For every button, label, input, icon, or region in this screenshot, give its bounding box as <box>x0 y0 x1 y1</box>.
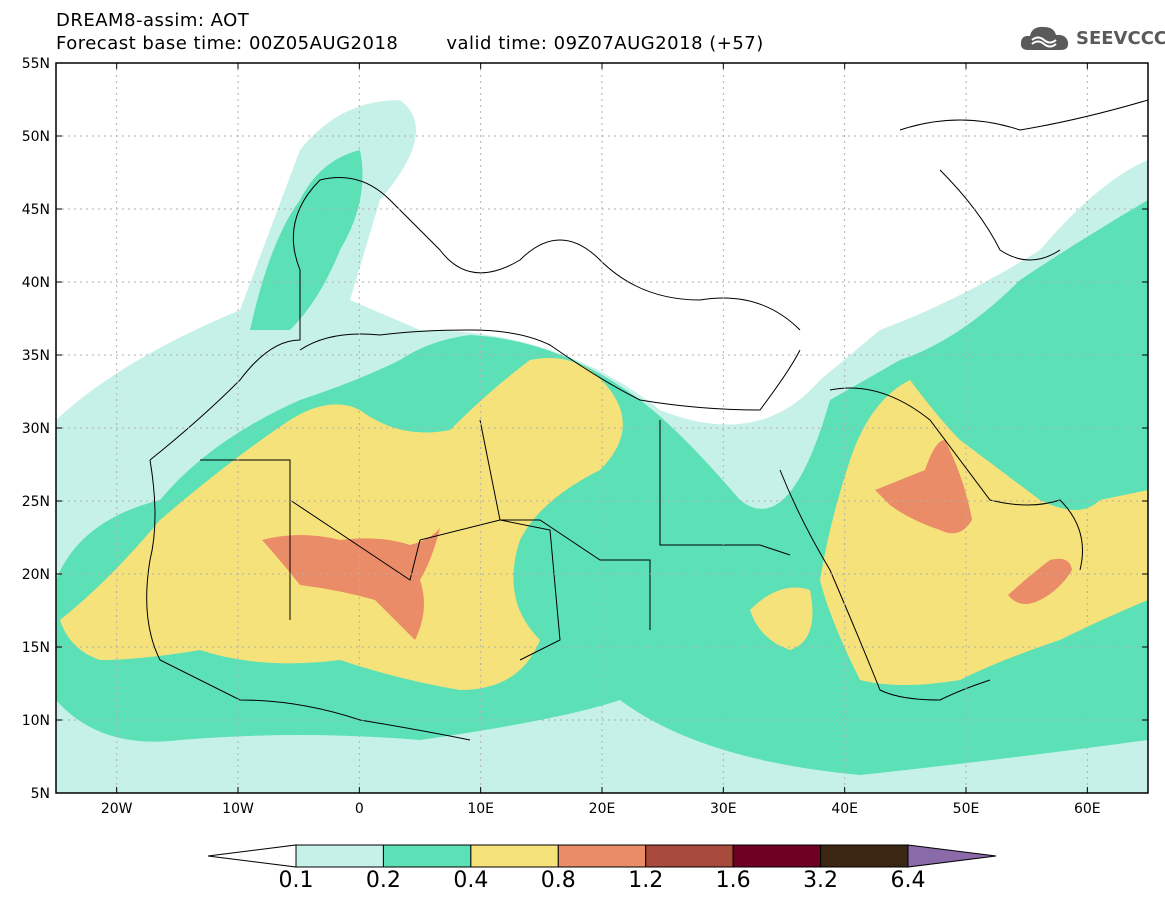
colorbar <box>207 844 997 868</box>
longitude-labels: 20W 10W 0 10E 20E 30E 40E 50E 60E <box>101 801 1101 817</box>
axis-ticks <box>56 62 1148 794</box>
aot-contour-0.8-arabia <box>875 440 972 534</box>
colorbar-segment <box>382 844 472 868</box>
logo-text: SEEVCCC <box>1076 28 1165 49</box>
colorbar-label: 1.2 <box>628 868 664 893</box>
colorbar-segment <box>732 844 822 868</box>
colorbar-label: 3.2 <box>803 868 839 893</box>
colorbar-label: 1.6 <box>715 868 751 893</box>
aot-contour-0.2-iberia <box>250 150 363 330</box>
lat-label: 25N <box>22 494 50 510</box>
colorbar-over-arrow <box>907 844 997 868</box>
aot-contour-0.8-sahara <box>262 528 440 640</box>
lon-label: 30E <box>710 801 737 817</box>
lat-label: 50N <box>22 129 50 145</box>
colorbar-segment <box>295 844 384 868</box>
colorbar-label: 0.4 <box>453 868 489 893</box>
map-title: DREAM8-assim: AOT <box>56 10 250 31</box>
forecast-base-time: Forecast base time: 00Z05AUG2018 <box>56 33 399 54</box>
aot-contour-0.8-oman <box>1008 558 1072 604</box>
valid-time: valid time: 09Z07AUG2018 (+57) <box>446 33 764 54</box>
lat-label: 35N <box>22 348 50 364</box>
lon-label: 40E <box>831 801 858 817</box>
lon-label: 20W <box>101 801 133 817</box>
seevccc-logo: SEEVCCC <box>1018 22 1165 56</box>
lon-label: 10W <box>222 801 254 817</box>
lon-label: 10E <box>467 801 494 817</box>
lat-label: 5N <box>31 786 50 802</box>
coastlines <box>146 99 1148 741</box>
aot-contour-0.4-sudan <box>750 587 813 650</box>
lon-label: 0 <box>355 801 364 817</box>
colorbar-label: 0.2 <box>365 868 401 893</box>
colorbar-segment <box>557 844 647 868</box>
aot-contour-0.4-arabia <box>820 380 1148 685</box>
lat-label: 45N <box>22 202 50 218</box>
colorbar-segment <box>820 844 909 868</box>
lat-label: 55N <box>22 56 50 72</box>
colorbar-under-arrow <box>207 844 297 868</box>
lon-label: 20E <box>589 801 616 817</box>
lat-label: 15N <box>22 640 50 656</box>
lat-label: 20N <box>22 567 50 583</box>
latitude-labels: 5N 10N 15N 20N 25N 30N 35N 40N 45N 50N 55N <box>22 56 50 802</box>
grid-lines <box>56 63 1148 793</box>
colorbar-label: 0.8 <box>540 868 576 893</box>
lat-label: 30N <box>22 421 50 437</box>
aot-contour-0.4 <box>60 358 623 690</box>
cloud-icon <box>1020 26 1069 50</box>
colorbar-segment <box>645 844 734 868</box>
lat-label: 10N <box>22 713 50 729</box>
lon-label: 60E <box>1074 801 1101 817</box>
colorbar-segment <box>470 844 559 868</box>
map-subtitle: Forecast base time: 00Z05AUG2018 valid ti… <box>56 33 764 54</box>
lon-label: 50E <box>953 801 980 817</box>
colorbar-label: 6.4 <box>890 868 926 893</box>
lat-label: 40N <box>22 275 50 291</box>
colorbar-label: 0.1 <box>278 868 314 893</box>
